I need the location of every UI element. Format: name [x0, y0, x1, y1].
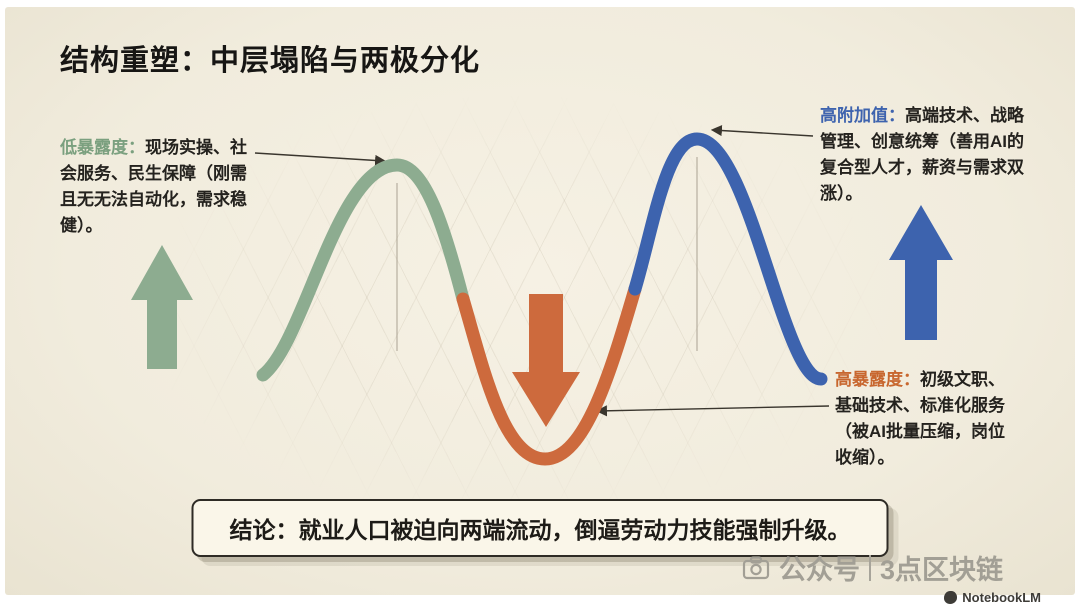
watermark-account: 公众号 [779, 555, 860, 585]
annotation-high-value: 高附加值：高端技术、战略管理、创意统筹（善用AI的复合型人才，薪资与需求双涨）。 [820, 103, 1034, 207]
notebooklm-label: NotebookLM [962, 590, 1041, 605]
wave-orange-segment [456, 282, 642, 466]
notebooklm-credit: NotebookLM [944, 590, 1041, 605]
annotation-low-exposure-term: 低暴露度： [60, 138, 145, 157]
conclusion-banner: 结论：就业人口被迫向两端流动，倒逼劳动力技能强制升级。 [191, 499, 889, 557]
annotation-low-exposure-desc: 现场实操、社会服务、民生保障（刚需且无无法自动化，需求稳健）。 [60, 138, 247, 235]
annotation-high-exposure: 高暴露度：初级文职、基础技术、标准化服务（被AI批量压缩，岗位收缩）。 [835, 367, 1015, 471]
camera-icon [742, 555, 770, 579]
watermark-separator [869, 554, 871, 581]
watermark: 公众号 3点区块链 [742, 548, 1003, 587]
annotation-high-exposure-term: 高暴露度： [835, 370, 920, 389]
down-arrow-high-exposure [512, 294, 580, 427]
leader-line-high-value [710, 124, 814, 137]
up-arrow-low-exposure [131, 245, 193, 369]
wave-blue-segment [628, 132, 828, 386]
notebooklm-logo-icon [944, 591, 958, 604]
wave-diagram [131, 124, 953, 466]
annotation-low-exposure: 低暴露度：现场实操、社会服务、民生保障（刚需且无无法自动化，需求稳健）。 [60, 135, 254, 239]
annotation-high-value-term: 高附加值： [820, 106, 905, 125]
slide-title: 结构重塑：中层塌陷与两极分化 [60, 45, 481, 77]
annotation-high-exposure-desc: 初级文职、基础技术、标准化服务（被AI批量压缩，岗位收缩）。 [835, 370, 1005, 467]
leader-line-high-exposure [595, 405, 830, 417]
conclusion-text: 结论：就业人口被迫向两端流动，倒逼劳动力技能强制升级。 [229, 517, 851, 543]
leader-line-low-exposure [254, 152, 387, 167]
up-arrow-high-value [889, 205, 953, 340]
watermark-name: 3点区块链 [880, 555, 1004, 585]
annotation-high-value-desc: 高端技术、战略管理、创意统筹（善用AI的复合型人才，薪资与需求双涨）。 [820, 106, 1024, 203]
slide-background: 结构重塑：中层塌陷与两极分化 低暴露度：现场实操、社会服务、民生保障（刚需且无无… [5, 7, 1075, 605]
wave-green-segment [256, 158, 470, 382]
